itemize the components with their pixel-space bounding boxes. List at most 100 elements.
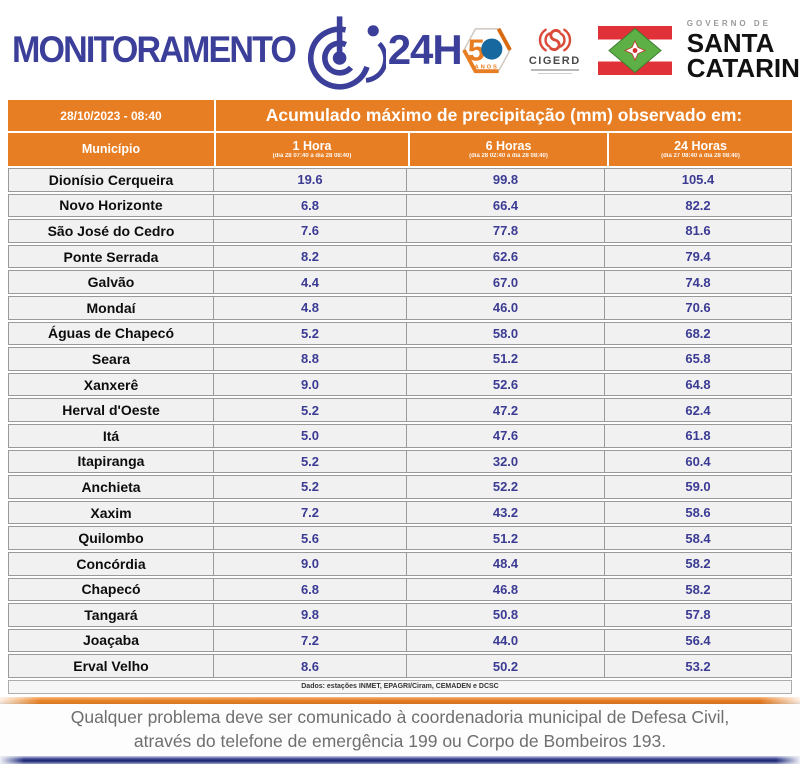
footer-line-1: Qualquer problema deve ser comunicado à … [70,707,730,728]
value-24horas-cell: 82.2 [685,197,711,213]
value-24horas-cell: 65.8 [685,351,711,367]
table-row: Erval Velho 8.6 50.2 53.2 [8,654,792,678]
value-6horas-cell: 51.2 [407,527,605,549]
value-6horas-cell: 52.6 [407,373,605,396]
table-row: Herval d'Oeste 5.2 47.2 62.4 [8,398,792,422]
municipality-cell: Tangará [9,604,214,626]
svg-text:5: 5 [468,33,485,68]
value-1hora-cell: 8.2 [214,245,407,268]
value-6horas-cell: 32.0 [407,450,605,473]
value-1hora-cell: 6.8 [214,578,407,601]
table-row: Quilombo 5.6 51.2 58.4 [8,526,792,550]
municipality-cell: Anchieta [9,476,214,498]
value-6horas-cell: 62.6 [407,245,605,268]
value-24horas-cell: 79.4 [685,249,711,265]
svg-text:ANOS: ANOS [474,64,498,70]
municipality-cell: Itapiranga [9,450,214,473]
datetime-cell: 28/10/2023 - 08:40 [8,100,214,131]
value-1hora-cell: 5.2 [214,450,407,473]
table-row: Seara 8.8 51.2 65.8 [8,347,792,371]
table-row: Águas de Chapecó 5.2 58.0 68.2 [8,321,792,346]
value-6horas-cell: 46.0 [407,296,605,319]
value-1hora-cell: 4.8 [214,296,407,319]
santa-label: SANTA [686,27,775,58]
municipality-cell: Seara [9,348,214,370]
value-1hora-cell: 9.0 [214,552,407,575]
brand-24h-label: 24H [387,26,463,73]
municipality-cell: Dionísio Cerqueira [9,169,214,191]
table-row: Itá 5.0 47.6 61.8 [8,423,792,448]
value-24horas-cell: 57.8 [685,607,711,623]
table-row: Joaçaba 7.2 44.0 56.4 [8,628,792,653]
orange-divider-bar [0,696,800,704]
value-6horas-cell: 58.0 [407,322,605,345]
municipality-cell: Novo Horizonte [9,194,214,217]
municipality-cell: Concórdia [9,552,214,575]
table-title-row: 28/10/2023 - 08:40 Acumulado máximo de p… [8,100,792,131]
column-header-municipio: Município [8,133,214,166]
municipality-cell: Xanxerê [9,373,214,396]
value-1hora-cell: 19.6 [214,169,407,191]
table-row: Dionísio Cerqueira 19.6 99.8 105.4 [8,168,792,192]
cigerd-waves-icon [538,28,571,52]
value-24horas-cell: 62.4 [685,402,711,418]
municipality-cell: São José do Cedro [9,220,214,242]
table-row: Ponte Serrada 8.2 62.6 79.4 [8,244,792,269]
table-row: São José do Cedro 7.6 77.8 81.6 [8,219,792,243]
cigerd-label: CIGERD [528,55,581,67]
municipality-cell: Itá [9,424,214,447]
value-24horas-cell: 58.2 [685,581,711,597]
table-row: Chapecó 6.8 46.8 58.2 [8,577,792,602]
table-row: Concórdia 9.0 48.4 58.2 [8,551,792,576]
value-24horas-cell: 56.4 [685,632,711,648]
municipality-cell: Chapecó [9,578,214,601]
value-24horas-cell: 58.4 [685,530,711,546]
value-1hora-cell: 5.2 [214,322,407,345]
table-row: Mondaí 4.8 46.0 70.6 [8,295,792,320]
municipality-cell: Herval d'Oeste [9,399,214,421]
value-24horas-cell: 53.2 [685,658,711,674]
footer-line-2: através do telefone de emergência 199 ou… [133,731,667,752]
value-1hora-cell: 9.0 [214,373,407,396]
value-6horas-cell: 52.2 [407,476,605,498]
value-1hora-cell: 5.2 [214,476,407,498]
column-header-row: Município 1 Hora (dia 28 07:40 a dia 28 … [8,133,792,166]
value-1hora-cell: 4.4 [214,271,407,293]
value-6horas-cell: 50.2 [407,655,605,677]
value-24horas-cell: 59.0 [685,479,711,495]
value-24horas-cell: 68.2 [685,325,711,341]
value-1hora-cell: 5.0 [214,424,407,447]
value-6horas-cell: 77.8 [407,220,605,242]
catarina-label: CATARINA [686,52,800,83]
value-24horas-cell: 60.4 [685,453,711,469]
governo-de-label: GOVERNO DE [686,18,771,28]
precipitation-table: 28/10/2023 - 08:40 Acumulado máximo de p… [8,100,792,694]
santa-catarina-flag [597,25,672,75]
value-1hora-cell: 7.6 [214,220,407,242]
value-1hora-cell: 5.2 [214,399,407,421]
value-6horas-cell: 43.2 [407,501,605,524]
municipality-cell: Águas de Chapecó [9,322,214,345]
government-wordmark: GOVERNO DE SANTA CATARINA [686,18,800,83]
period-6horas: (dia 28 02:40 a dia 28 08:40) [469,153,548,160]
radar-icon [307,16,386,90]
value-6horas-cell: 46.8 [407,578,605,601]
value-1hora-cell: 9.8 [214,604,407,626]
header-bar: MONITORAMENTO 24H 5 ANOS [0,0,800,100]
municipality-cell: Galvão [9,271,214,293]
cigerd-logo: CIGERD [527,26,583,74]
value-24horas-cell: 105.4 [681,172,715,188]
footer-notice: Qualquer problema deve ser comunicado à … [0,703,800,756]
value-24horas-cell: 58.6 [685,505,711,521]
value-24horas-cell: 58.2 [685,556,711,572]
value-1hora-cell: 7.2 [214,501,407,524]
cigerd-subtitle-line2 [537,72,572,74]
municipality-cell: Joaçaba [9,629,214,652]
column-header-1hora: 1 Hora (dia 28 07:40 a dia 28 08:40) [216,133,408,166]
table-title: Acumulado máximo de precipitação (mm) ob… [216,100,792,131]
value-1hora-cell: 6.8 [214,194,407,217]
table-row: Novo Horizonte 6.8 66.4 82.2 [8,193,792,218]
table-row: Tangará 9.8 50.8 57.8 [8,603,792,627]
municipality-cell: Quilombo [9,527,214,549]
